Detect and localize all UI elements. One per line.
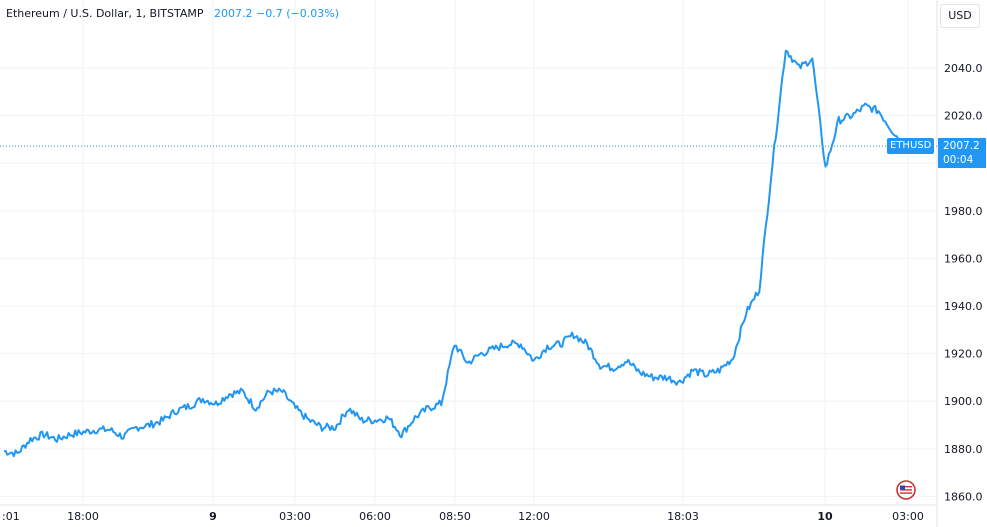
time-tick-label: 03:00	[892, 510, 924, 523]
price-tick-label: 2040.0	[944, 62, 983, 75]
currency-button[interactable]: USD	[940, 4, 980, 28]
symbol-tag: ETHUSD	[887, 138, 935, 154]
legend-last-price: 2007.2	[214, 7, 253, 20]
ethusd-price-series	[3, 49, 906, 458]
time-tick-label: 9	[209, 510, 217, 523]
time-tick-label: :01	[2, 510, 20, 523]
time-tick-label: 06:00	[359, 510, 391, 523]
legend-symbol: Ethereum / U.S. Dollar, 1, BITSTAMP	[6, 7, 204, 20]
price-tick-label: 1900.0	[944, 395, 983, 408]
price-tick-label: 1920.0	[944, 348, 983, 361]
time-axis-labels[interactable]: :01 18:00 9 03:00 06:00 08:50 12:00 18:03 10 03:0…	[2, 510, 924, 523]
price-tick-label: 2020.0	[944, 110, 983, 123]
time-tick-label: 12:00	[518, 510, 550, 523]
price-axis-labels[interactable]: 2040.02020.02000.01980.01960.01940.01920…	[944, 62, 983, 503]
us-flag-icon[interactable]	[893, 480, 919, 500]
time-tick-label: 03:00	[279, 510, 311, 523]
last-price-value: 2007.2	[943, 140, 980, 152]
price-tick-label: 1940.0	[944, 300, 983, 313]
chart-legend: Ethereum / U.S. Dollar, 1, BITSTAMP 2007…	[6, 7, 339, 20]
last-price-label: 2007.2 00:04	[938, 138, 986, 168]
price-tick-label: 1960.0	[944, 252, 983, 265]
price-tick-label: 1980.0	[944, 205, 983, 218]
bar-countdown: 00:04	[943, 154, 974, 166]
time-tick-label: 08:50	[439, 510, 471, 523]
price-tick-label: 1880.0	[944, 443, 983, 456]
time-tick-label: 18:00	[67, 510, 99, 523]
price-tick-label: 1860.0	[944, 490, 983, 503]
time-tick-label: 10	[817, 510, 833, 523]
legend-change: −0.7 (−0.03%)	[256, 7, 339, 20]
time-tick-label: 18:03	[667, 510, 699, 523]
